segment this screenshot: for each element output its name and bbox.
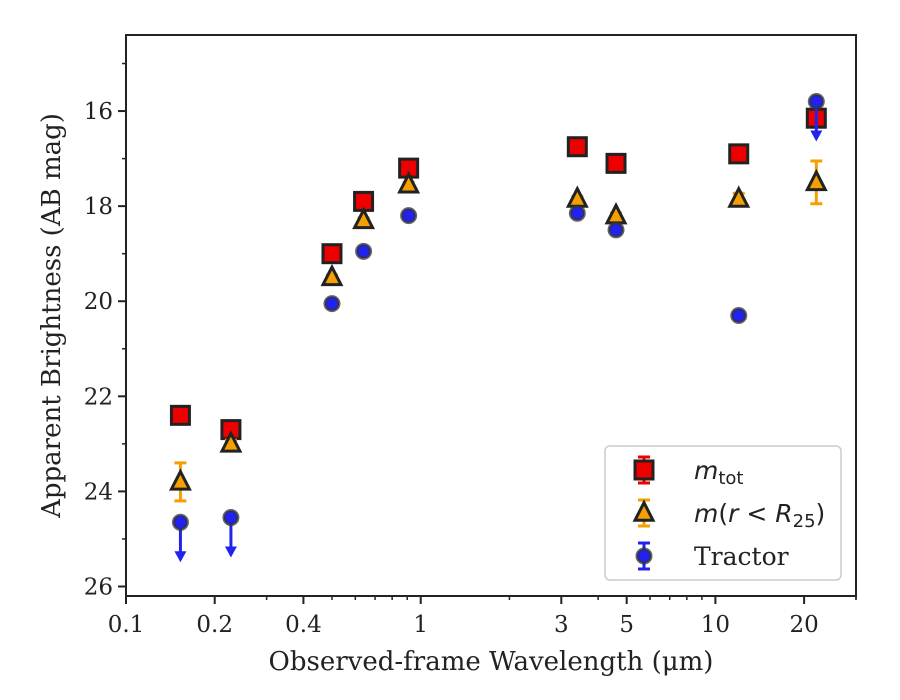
point-tractor [355,242,373,260]
point-mr25 [397,171,421,194]
point-mtot [566,136,588,158]
x-tick-label: 10 [701,612,730,638]
x-axis-label: Observed-frame Wavelength (μm) [269,647,714,677]
legend-entry-mtot: mtot [633,455,744,489]
plot-frame [125,34,857,597]
point-mr25 [219,430,243,453]
y-tick-label: 20 [84,289,113,315]
point-tractor [323,295,341,313]
x-tick-label: 3 [554,612,569,638]
point-tractor [807,93,825,111]
x-tick-label: 0.1 [108,612,145,638]
legend-marker-mtot [633,459,655,481]
y-tick-label: 18 [84,194,113,220]
point-tractor [222,509,240,527]
point-tractor [730,307,748,324]
point-mr25 [168,468,192,491]
point-mtot [605,152,627,174]
point-mr25 [727,185,751,208]
x-tick-label: 0.2 [196,612,233,638]
x-tick-label: 5 [619,612,634,638]
upper-limit-head [810,130,823,142]
x-tick-label: 1 [413,612,428,638]
chart-marks [168,93,828,563]
point-tractor [568,204,586,222]
x-axis-ticks: 0.1 0.2 0.4 1 3 5 10 20 [108,596,857,638]
y-tick-label: 16 [84,99,113,125]
series-mtot [169,107,827,441]
point-mtot [321,243,343,265]
point-mtot [728,143,750,165]
legend-label-mtot: mtot [694,456,744,489]
x-tick-label: 0.4 [285,612,322,638]
point-tractor [171,513,189,531]
legend-marker-mr25 [632,499,656,522]
legend-box [604,445,842,581]
y-tick-label: 22 [84,384,113,410]
x-tick-label: 20 [789,612,818,638]
upper-limit-head [174,551,187,563]
point-mr25 [804,168,828,192]
y-tick-label: 24 [84,479,113,505]
point-tractor [607,221,625,239]
y-axis-ticks: 16 18 20 22 24 26 [84,62,126,600]
y-tick-label: 26 [84,574,113,600]
legend-entry-tractor: Tractor [635,541,789,571]
point-mr25 [604,202,628,225]
point-mr25 [320,263,344,287]
point-mr25 [352,206,376,230]
upper-limit-head [224,546,237,558]
legend-entry-mr25: m(r < R25) [632,498,825,532]
legend-marker-tractor [635,547,653,565]
legend-label-mr25: m(r < R25) [694,499,825,532]
y-axis-label: Apparent Brightness (AB mag) [37,113,67,519]
point-mr25 [565,185,589,208]
point-tractor [400,207,418,225]
legend-label-tractor: Tractor [694,542,789,571]
point-mtot [169,404,191,426]
series-tractor [171,93,825,563]
legend: mtot m(r < R25) Tractor [604,445,842,581]
